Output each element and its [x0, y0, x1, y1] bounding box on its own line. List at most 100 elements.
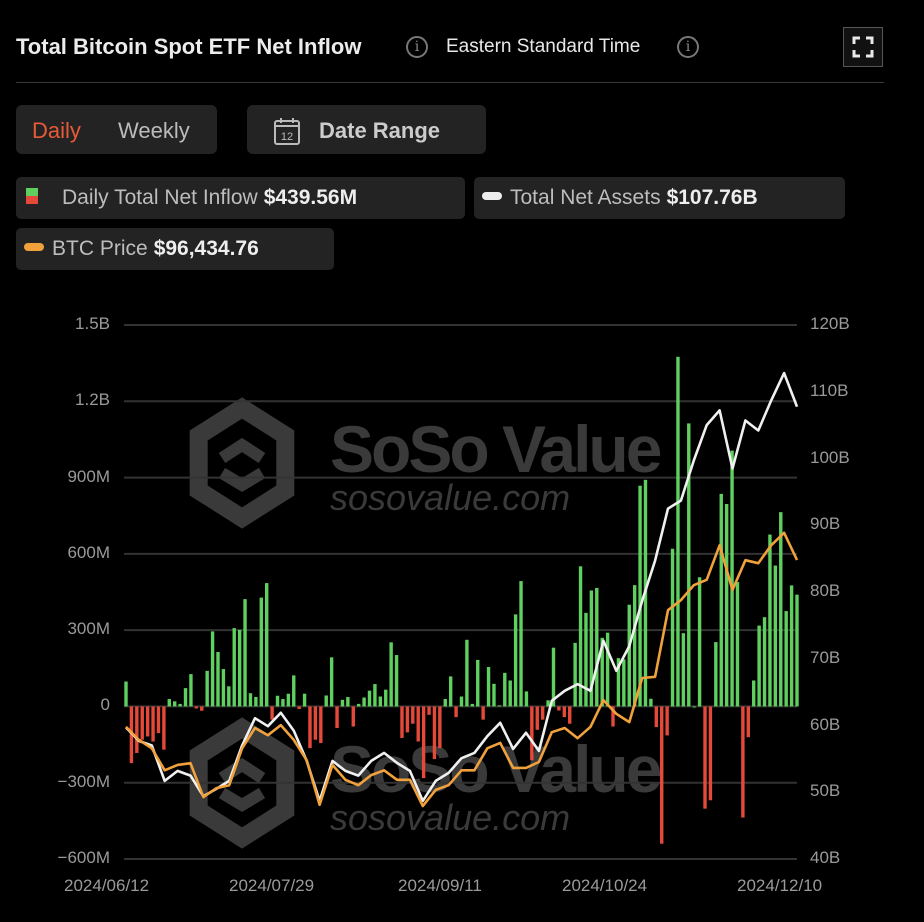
inflow-bar	[632, 585, 637, 707]
inflow-bar	[795, 594, 799, 707]
inflow-bar	[200, 706, 204, 711]
inflow-bar	[724, 504, 729, 707]
right-axis-tick: 120B	[810, 314, 850, 333]
inflow-bar	[595, 587, 599, 707]
inflow-bar	[497, 705, 502, 707]
inflow-bar	[476, 659, 480, 707]
date-range-button[interactable]: 12 Date Range	[247, 105, 486, 154]
inflow-bar	[746, 706, 750, 738]
inflow-bar	[400, 706, 404, 738]
right-axis-tick: 100B	[810, 447, 850, 467]
inflow-bar	[665, 706, 669, 736]
inflow-bar	[270, 706, 274, 720]
watermark-brand: SoSo Value	[330, 412, 661, 486]
info-circle-icon[interactable]: i	[677, 36, 699, 58]
inflow-bar	[210, 631, 215, 707]
inflow-bar	[237, 629, 242, 707]
inflow-bar	[741, 706, 745, 818]
inflow-bar	[335, 706, 339, 729]
inflow-bar	[670, 548, 675, 707]
inflow-bar	[465, 639, 469, 707]
watermark-brand: SoSo Value	[330, 732, 661, 806]
inflow-bar	[654, 706, 659, 728]
left-axis-tick: 1.2B	[75, 390, 110, 410]
inflow-bar	[568, 706, 572, 724]
inflow-bar	[329, 657, 334, 707]
x-axis-tick: 2024/07/29	[229, 876, 315, 895]
inflow-bar	[600, 637, 604, 707]
x-axis-tick: 2024/09/11	[398, 876, 482, 895]
inflow-bar	[216, 652, 220, 707]
inflow-bar	[546, 700, 550, 707]
inflow-bar	[697, 577, 702, 707]
inflow-bar	[313, 706, 318, 740]
watermark-site: sosovalue.com	[330, 477, 570, 518]
inflow-bar	[557, 706, 561, 711]
divider	[16, 82, 884, 83]
inflow-bar	[438, 706, 442, 749]
calendar-icon: 12	[274, 118, 300, 145]
inflow-bar	[589, 590, 594, 707]
x-axis-tick: 2024/12/10	[737, 876, 823, 895]
inflow-bar	[789, 585, 794, 707]
inflow-bar	[421, 706, 426, 779]
left-axis-tick: 900M	[67, 466, 110, 486]
inflow-bar	[221, 669, 226, 707]
inflow-bar	[286, 693, 291, 707]
inflow-bar	[384, 689, 388, 707]
inflow-bar	[189, 674, 193, 707]
white-line-swatch-icon	[482, 192, 502, 200]
inflow-bar	[340, 699, 345, 707]
info-circle-icon[interactable]: i	[406, 36, 428, 58]
legend-total-net-assets[interactable]: Total Net Assets $107.76B	[474, 177, 845, 219]
inflow-bar	[752, 680, 756, 707]
inflow-bar	[703, 706, 707, 809]
inflow-bar	[232, 628, 236, 707]
fullscreen-icon	[852, 36, 874, 58]
inflow-bar	[551, 647, 556, 707]
inflow-bar	[676, 356, 680, 707]
fullscreen-button[interactable]	[843, 27, 883, 67]
inflow-bar	[394, 655, 399, 707]
inflow-bar	[508, 680, 512, 707]
left-axis-tick: 0	[100, 695, 110, 715]
daily-tab[interactable]: Daily	[32, 118, 81, 143]
inflow-bar	[687, 423, 691, 707]
inflow-bar	[773, 565, 778, 707]
inflow-bar	[427, 706, 431, 715]
inflow-bar	[573, 642, 577, 707]
green-red-swatch-icon	[26, 188, 38, 204]
inflow-bar	[735, 582, 740, 707]
inflow-bar	[719, 493, 723, 707]
inflow-bar	[454, 706, 458, 718]
inflow-bar	[470, 703, 475, 707]
inflow-bar	[519, 581, 523, 707]
left-axis-tick: 1.5B	[75, 314, 110, 333]
inflow-bar	[389, 642, 393, 707]
inflow-bar	[459, 696, 464, 707]
inflow-bar	[540, 706, 545, 720]
x-axis-tick: 2024/06/12	[64, 876, 150, 895]
inflow-bar	[183, 688, 188, 707]
inflow-bar	[367, 690, 372, 707]
inflow-bar	[135, 706, 139, 753]
inflow-bar	[605, 632, 610, 707]
inflow-bar	[351, 706, 355, 727]
inflow-bar	[627, 604, 631, 707]
legend-inflow[interactable]: Daily Total Net Inflow $439.56M	[16, 177, 465, 219]
inflow-bar	[319, 706, 323, 744]
weekly-tab[interactable]: Weekly	[118, 118, 190, 143]
inflow-bar	[513, 614, 518, 707]
right-axis-tick: 90B	[810, 514, 841, 534]
inflow-bar	[297, 706, 301, 709]
legend-label: BTC Price	[52, 237, 148, 260]
inflow-bar	[503, 672, 507, 707]
inflow-bar	[162, 706, 166, 750]
inflow-bar	[405, 706, 410, 733]
inflow-bar	[432, 706, 437, 760]
legend-value: $96,434.76	[153, 237, 259, 260]
inflow-bar	[411, 706, 415, 724]
legend-btc-price[interactable]: BTC Price $96,434.76	[16, 228, 334, 270]
inflow-bar	[638, 485, 642, 707]
